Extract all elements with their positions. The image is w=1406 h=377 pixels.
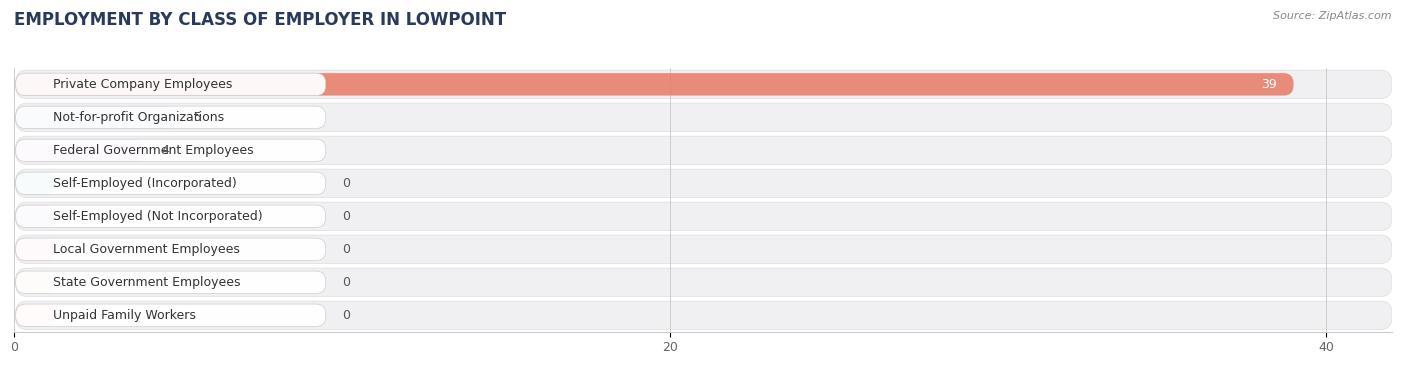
FancyBboxPatch shape xyxy=(15,271,55,294)
Text: 4: 4 xyxy=(162,144,170,157)
Text: 0: 0 xyxy=(342,177,350,190)
Text: Unpaid Family Workers: Unpaid Family Workers xyxy=(53,309,197,322)
FancyBboxPatch shape xyxy=(15,73,326,96)
Text: Self-Employed (Incorporated): Self-Employed (Incorporated) xyxy=(53,177,238,190)
FancyBboxPatch shape xyxy=(15,304,55,326)
FancyBboxPatch shape xyxy=(15,103,1392,132)
FancyBboxPatch shape xyxy=(15,304,326,326)
FancyBboxPatch shape xyxy=(15,205,55,228)
FancyBboxPatch shape xyxy=(15,106,326,129)
FancyBboxPatch shape xyxy=(15,139,145,162)
FancyBboxPatch shape xyxy=(15,73,1294,96)
FancyBboxPatch shape xyxy=(15,70,1392,98)
FancyBboxPatch shape xyxy=(15,139,326,162)
Text: 0: 0 xyxy=(342,210,350,223)
Text: Private Company Employees: Private Company Employees xyxy=(53,78,233,91)
FancyBboxPatch shape xyxy=(15,271,326,294)
Text: State Government Employees: State Government Employees xyxy=(53,276,240,289)
Text: 0: 0 xyxy=(342,243,350,256)
Text: Local Government Employees: Local Government Employees xyxy=(53,243,240,256)
Text: 5: 5 xyxy=(194,111,202,124)
FancyBboxPatch shape xyxy=(15,172,326,195)
Text: 39: 39 xyxy=(1261,78,1277,91)
FancyBboxPatch shape xyxy=(15,136,1392,164)
Text: Federal Government Employees: Federal Government Employees xyxy=(53,144,254,157)
Text: Source: ZipAtlas.com: Source: ZipAtlas.com xyxy=(1274,11,1392,21)
Text: Self-Employed (Not Incorporated): Self-Employed (Not Incorporated) xyxy=(53,210,263,223)
Text: Not-for-profit Organizations: Not-for-profit Organizations xyxy=(53,111,225,124)
FancyBboxPatch shape xyxy=(15,205,326,228)
FancyBboxPatch shape xyxy=(15,169,1392,198)
FancyBboxPatch shape xyxy=(15,238,55,261)
FancyBboxPatch shape xyxy=(15,235,1392,264)
Text: EMPLOYMENT BY CLASS OF EMPLOYER IN LOWPOINT: EMPLOYMENT BY CLASS OF EMPLOYER IN LOWPO… xyxy=(14,11,506,29)
Text: 0: 0 xyxy=(342,276,350,289)
Text: 0: 0 xyxy=(342,309,350,322)
FancyBboxPatch shape xyxy=(15,268,1392,296)
FancyBboxPatch shape xyxy=(15,238,326,261)
FancyBboxPatch shape xyxy=(15,106,179,129)
FancyBboxPatch shape xyxy=(15,202,1392,230)
FancyBboxPatch shape xyxy=(15,301,1392,329)
FancyBboxPatch shape xyxy=(15,172,55,195)
